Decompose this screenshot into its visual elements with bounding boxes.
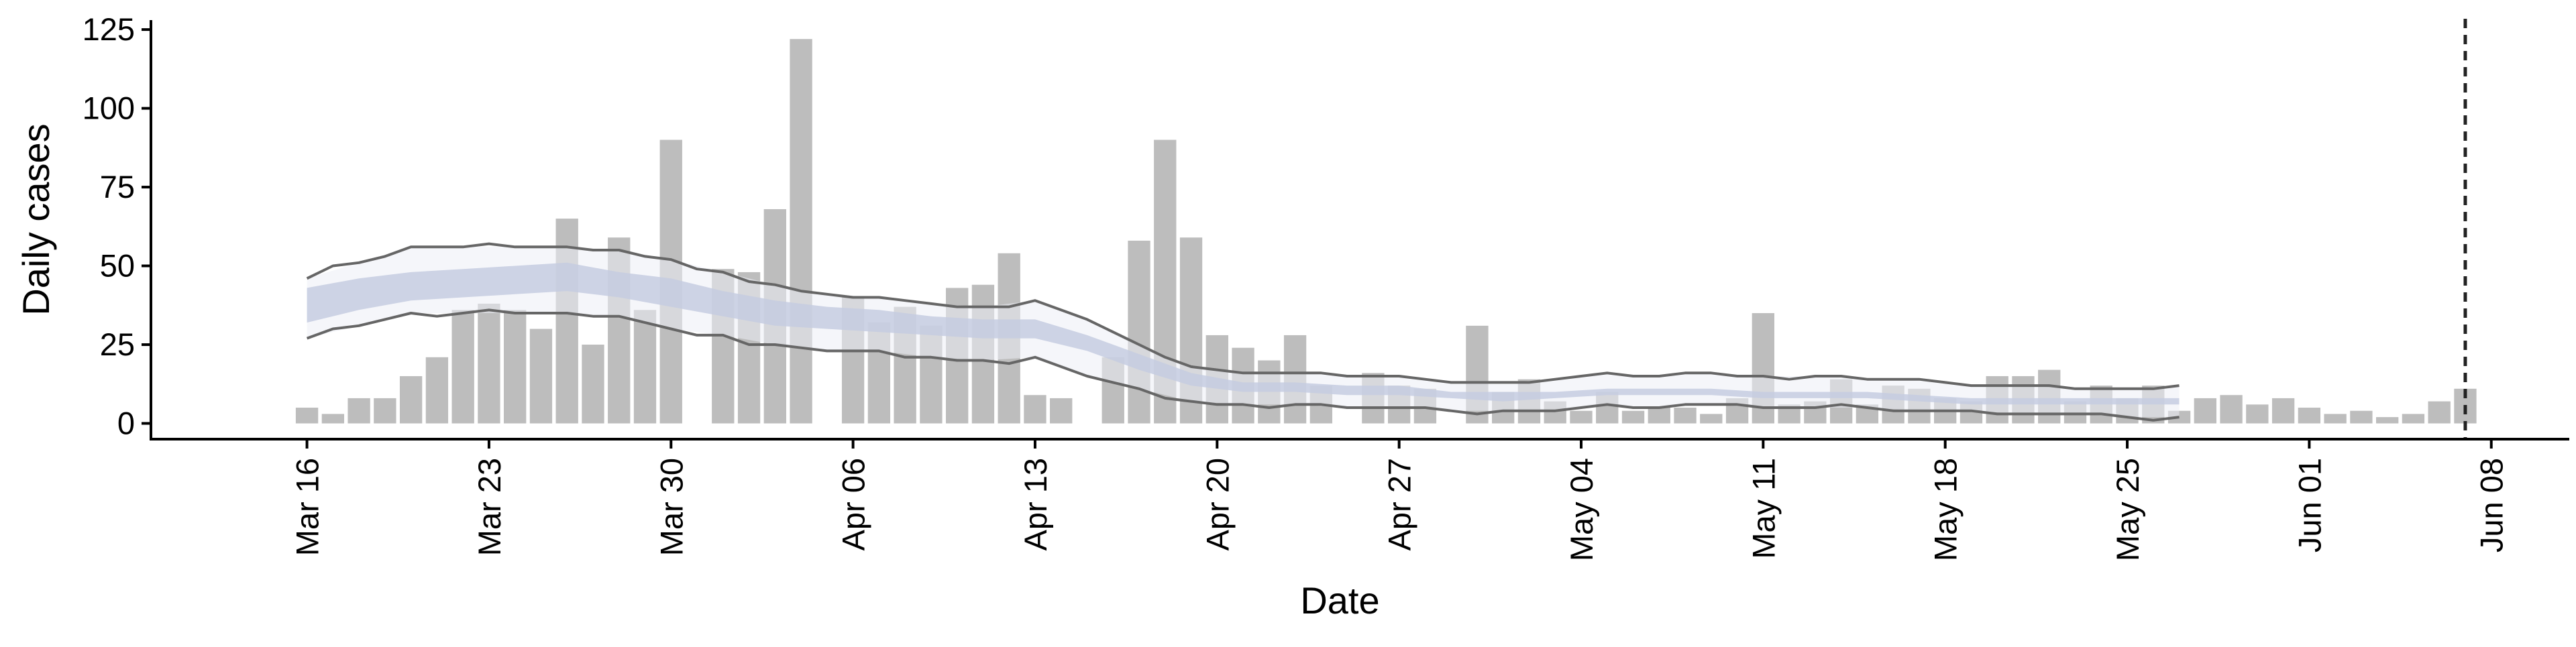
x-tick-label: May 11 <box>1746 458 1781 559</box>
bar <box>1050 398 1073 424</box>
y-tick-label: 75 <box>100 169 135 204</box>
x-tick-label: Mar 16 <box>290 458 325 556</box>
band-inner <box>307 262 2180 405</box>
bar <box>478 303 500 424</box>
y-tick-label: 125 <box>83 11 135 47</box>
bar <box>451 310 474 424</box>
x-tick-label: Jun 01 <box>2292 458 2327 552</box>
bar <box>399 376 423 424</box>
x-tick-label: May 04 <box>1564 458 1599 561</box>
x-tick-label: Apr 27 <box>1382 458 1417 550</box>
bands-layer <box>307 247 2180 418</box>
bar <box>1570 410 1593 424</box>
x-tick-label: May 25 <box>2110 458 2145 561</box>
x-tick-label: Apr 20 <box>1199 458 1235 550</box>
bar <box>529 329 553 424</box>
bar <box>2220 395 2243 424</box>
bar <box>504 310 527 424</box>
bar <box>2428 401 2451 424</box>
series-line-lower <box>306 308 2180 422</box>
bar <box>633 310 657 424</box>
bar <box>2246 404 2269 424</box>
bars-layer <box>295 39 2477 424</box>
bar <box>1621 410 1645 424</box>
bar <box>2271 398 2295 424</box>
x-tick-label: Jun 08 <box>2474 458 2510 552</box>
bar <box>425 357 449 424</box>
x-tick-label: May 18 <box>1928 458 1964 561</box>
x-tick-label: Mar 30 <box>653 458 689 556</box>
bar <box>2194 398 2216 424</box>
x-tick-label: Apr 13 <box>1018 458 1053 550</box>
y-tick-label: 0 <box>117 406 135 441</box>
bar <box>374 398 396 424</box>
bar <box>1648 408 1670 424</box>
bar <box>321 414 345 424</box>
bar <box>2375 417 2399 424</box>
x-tick-label: Mar 23 <box>472 458 507 556</box>
lines-layer <box>306 19 2467 439</box>
y-axis-title: Daily cases <box>15 123 57 315</box>
bar <box>2402 414 2425 424</box>
series-line-upper <box>306 242 2180 390</box>
bar <box>2298 408 2321 424</box>
axes-layer: 0 25 50 75 100 125 Mar 16 Mar 23 Mar 30 Apr 06 Apr… <box>83 11 2569 561</box>
bar <box>1700 414 1723 424</box>
bar <box>1674 408 1697 424</box>
y-tick-label: 100 <box>83 91 135 126</box>
x-axis-title: Date <box>1300 579 1379 622</box>
bar <box>295 408 319 424</box>
band-outer <box>307 247 2180 418</box>
y-tick-label: 50 <box>100 248 135 284</box>
x-tick-label: Apr 06 <box>836 458 871 550</box>
bar <box>1024 395 1046 424</box>
bar <box>582 345 604 424</box>
bar <box>1128 240 1150 424</box>
bar <box>347 398 370 424</box>
bar <box>790 39 812 424</box>
bar <box>2350 410 2373 424</box>
y-tick-label: 25 <box>100 327 135 362</box>
bar <box>2324 414 2347 424</box>
